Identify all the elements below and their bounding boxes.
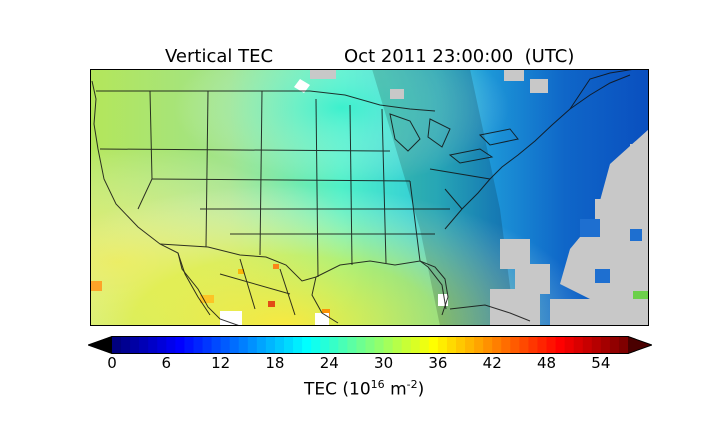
colorbar-segment [465, 336, 475, 354]
colorbar-segment [202, 336, 213, 354]
colorbar-segment [121, 336, 131, 354]
colorbar-segment [437, 336, 448, 354]
colorbar-max-extend [628, 336, 652, 354]
colorbar-segment [483, 336, 493, 354]
map-border [90, 69, 649, 326]
colorbar-segment [609, 336, 620, 354]
colorbar-segment [274, 336, 285, 354]
colorbar-segment [501, 336, 511, 354]
colorbar-segment [139, 336, 149, 354]
colorbar-segment [193, 336, 204, 354]
colorbar-segment [528, 336, 539, 354]
colorbar-segment [428, 336, 439, 354]
colorbar-segment [211, 336, 222, 354]
colorbar-tick-label: 42 [482, 354, 502, 372]
colorbar-segment [474, 336, 484, 354]
colorbar-tick-label: 0 [107, 354, 117, 372]
colorbar-segment [365, 336, 376, 354]
colorbar [88, 336, 652, 354]
colorbar-tick-label: 6 [161, 354, 172, 372]
colorbar-min-extend [88, 336, 112, 354]
colorbar-segment [347, 336, 358, 354]
colorbar-segment [537, 336, 548, 354]
colorbar-tick-label: 30 [374, 354, 394, 372]
colorbar-segment [456, 336, 466, 354]
colorbar-segment [320, 336, 330, 354]
chart-title-right: Oct 2011 23:00:00 (UTC) [344, 46, 575, 67]
no-data-regions [220, 69, 649, 326]
colorbar-segment [220, 336, 231, 354]
colorbar-label: TEC (1016 m-2) [304, 378, 425, 400]
chart-title-left: Vertical TEC [165, 46, 274, 67]
colorbar-segment [356, 336, 367, 354]
terminator-band [372, 69, 515, 326]
colorbar-segment [510, 336, 520, 354]
colorbar-segment [157, 336, 167, 354]
tec-map [90, 69, 649, 326]
colorbar-segment [329, 336, 339, 354]
colorbar-segment [419, 336, 430, 354]
colorbar-segment [618, 336, 629, 354]
colorbar-segment [184, 336, 195, 354]
colorbar-segment [256, 336, 267, 354]
colorbar-segment [175, 336, 186, 354]
colorbar-segment [265, 336, 276, 354]
colorbar-segment [166, 336, 176, 354]
colorbar-segment [392, 336, 403, 354]
colorbar-tick-label: 54 [591, 354, 611, 372]
colorbar-segment [302, 336, 312, 354]
colorbar-segment [492, 336, 502, 354]
colorbar-segment [238, 336, 249, 354]
colorbar-segment [573, 336, 584, 354]
colorbar-segment [410, 336, 421, 354]
colorbar-segment [338, 336, 348, 354]
colorbar-segment [582, 336, 593, 354]
colorbar-tick-label: 18 [265, 354, 285, 372]
colorbar-segment [130, 336, 140, 354]
colorbar-segment [148, 336, 158, 354]
colorbar-segment [555, 336, 566, 354]
colorbar-tick-label: 24 [319, 354, 339, 372]
colorbar-tick-label: 12 [211, 354, 231, 372]
boundaries [91, 69, 636, 326]
colorbar-segment [311, 336, 321, 354]
colorbar-segment [591, 336, 602, 354]
colorbar-segment [519, 336, 530, 354]
colorbar-segment [374, 336, 385, 354]
colorbar-segment [293, 336, 303, 354]
dense-blue-patches [580, 219, 649, 299]
colorbar-segment [247, 336, 258, 354]
colorbar-segment [564, 336, 575, 354]
colorbar-tick-label: 48 [536, 354, 557, 372]
colorbar-segment [383, 336, 394, 354]
colorbar-segment [446, 336, 457, 354]
colorbar-segment [600, 336, 611, 354]
colorbar-tick-label: 36 [428, 354, 448, 372]
colorbar-segment [401, 336, 412, 354]
colorbar-segment [229, 336, 240, 354]
colorbar-segment [112, 336, 122, 354]
colorbar-segment [546, 336, 557, 354]
colorbar-segment [284, 336, 294, 354]
